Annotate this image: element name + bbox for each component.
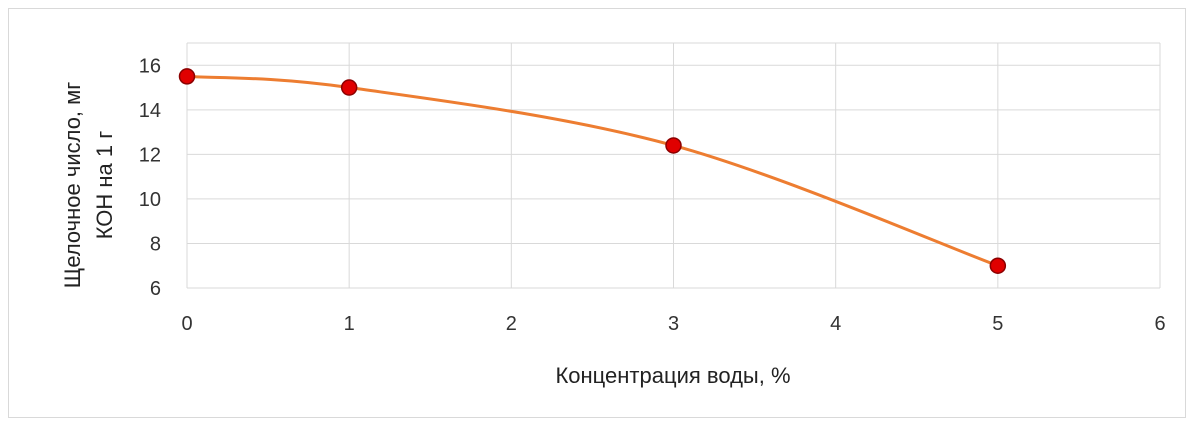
x-tick-label: 4 [830, 313, 841, 335]
y-tick-label: 14 [139, 100, 161, 122]
x-tick-label: 3 [668, 313, 679, 335]
y-axis-label-line2: КОН на 1 г [92, 131, 117, 240]
series-points [178, 68, 1007, 274]
data-point [989, 257, 1007, 274]
gridlines [186, 42, 1161, 289]
y-tick-label: 6 [150, 278, 161, 300]
y-axis-label-line1: Щелочное число, мг [60, 82, 85, 289]
y-tick-label: 16 [139, 55, 161, 77]
y-tick-label: 10 [139, 189, 161, 211]
data-point [665, 137, 682, 154]
data-point [178, 68, 196, 85]
series-curve [186, 74, 999, 268]
y-tick-labels: 6 8 10 12 14 16 [139, 55, 161, 300]
x-tick-labels: 0 1 2 3 4 5 6 [181, 313, 1165, 335]
x-tick-label: 0 [181, 313, 192, 335]
y-tick-label: 8 [150, 233, 161, 255]
x-tick-label: 1 [344, 313, 355, 335]
y-tick-label: 12 [139, 144, 161, 166]
x-tick-label: 6 [1154, 313, 1165, 335]
data-point [340, 79, 358, 96]
series-line [186, 74, 999, 268]
x-axis-label: Концентрация воды, % [555, 363, 790, 388]
x-tick-label: 2 [506, 313, 517, 335]
x-tick-label: 5 [992, 313, 1003, 335]
